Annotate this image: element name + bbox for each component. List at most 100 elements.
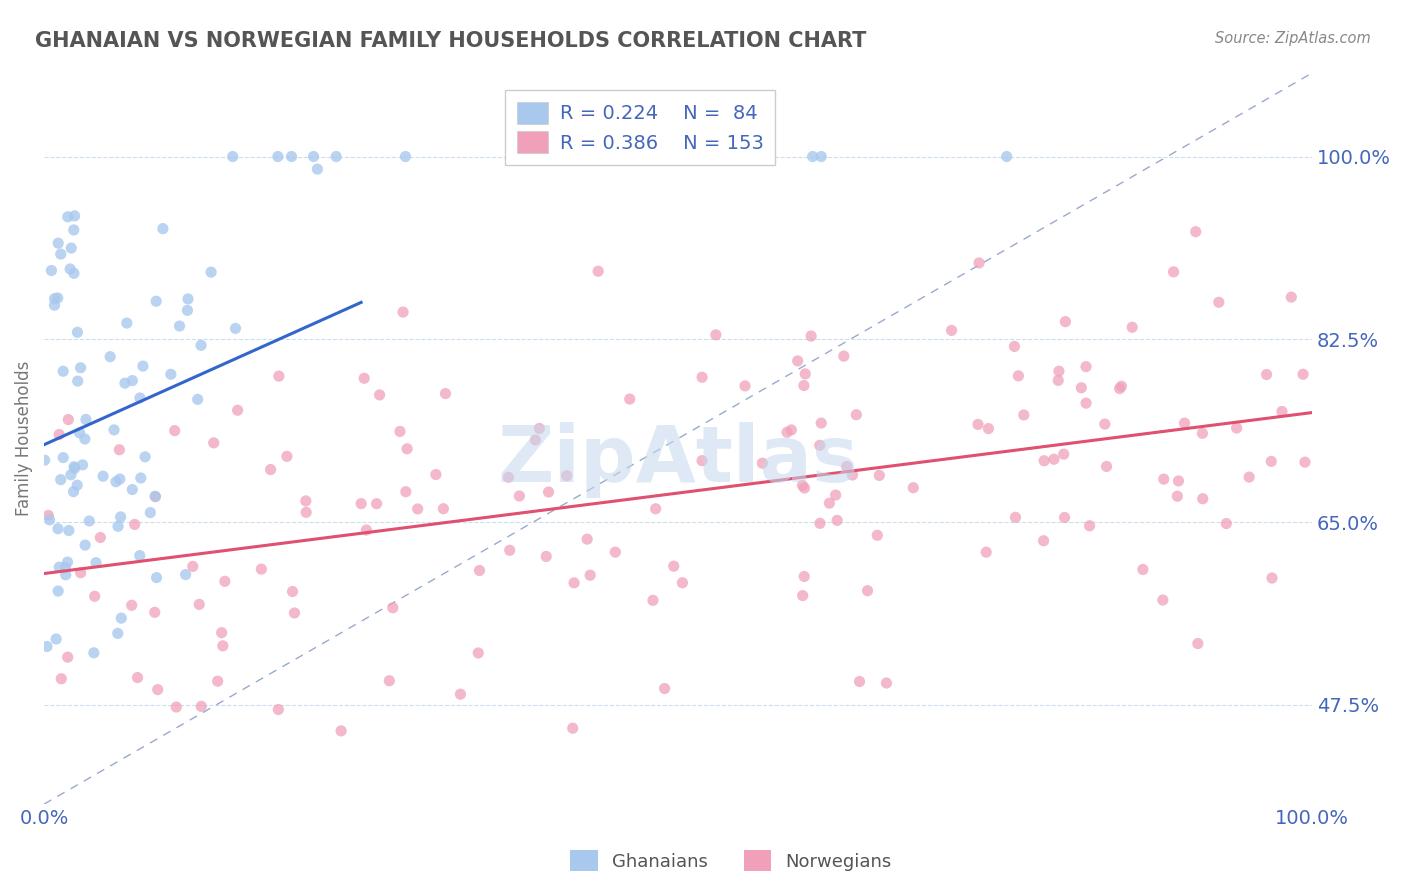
Point <box>1226 421 1249 435</box>
Point <box>45 632 67 646</box>
Point <box>108 472 131 486</box>
Point <box>187 392 209 407</box>
Point <box>211 639 233 653</box>
Point <box>46 236 69 251</box>
Point <box>751 456 773 470</box>
Point <box>1108 382 1130 396</box>
Point <box>1294 455 1316 469</box>
Point <box>145 490 167 504</box>
Point <box>160 368 183 382</box>
Point <box>529 421 551 435</box>
Point <box>586 264 609 278</box>
Point <box>792 589 814 603</box>
Point <box>856 583 879 598</box>
Point <box>1215 516 1237 531</box>
Point <box>295 505 318 519</box>
Point <box>63 209 86 223</box>
Point <box>58 524 80 538</box>
Point <box>1191 491 1213 506</box>
Point <box>325 149 347 163</box>
Point <box>121 483 143 497</box>
Point <box>941 323 963 337</box>
Point <box>498 470 520 484</box>
Point <box>51 672 73 686</box>
Point <box>75 538 97 552</box>
Point <box>145 571 167 585</box>
Point <box>1053 510 1076 524</box>
Point <box>62 223 84 237</box>
Point <box>1166 489 1188 503</box>
Point <box>396 442 419 456</box>
Point <box>353 371 375 385</box>
Point <box>143 489 166 503</box>
Point <box>55 567 77 582</box>
Point <box>1167 474 1189 488</box>
Point <box>1032 533 1054 548</box>
Point <box>121 599 143 613</box>
Point <box>58 412 80 426</box>
Point <box>207 674 229 689</box>
Point <box>163 424 186 438</box>
Point <box>561 721 583 735</box>
Point <box>1256 368 1278 382</box>
Point <box>1004 339 1026 353</box>
Point <box>449 687 471 701</box>
Point <box>108 442 131 457</box>
Point <box>259 462 281 476</box>
Point <box>73 432 96 446</box>
Point <box>1184 225 1206 239</box>
Point <box>139 506 162 520</box>
Point <box>644 501 666 516</box>
Point <box>378 673 401 688</box>
Point <box>508 489 530 503</box>
Point <box>832 349 855 363</box>
Point <box>903 481 925 495</box>
Point <box>66 374 89 388</box>
Point <box>974 545 997 559</box>
Point <box>1053 447 1076 461</box>
Point <box>174 567 197 582</box>
Point <box>177 292 200 306</box>
Point <box>250 562 273 576</box>
Point <box>537 485 560 500</box>
Point <box>406 502 429 516</box>
Point <box>434 386 457 401</box>
Point <box>128 549 150 563</box>
Point <box>190 338 212 352</box>
Point <box>671 575 693 590</box>
Point <box>48 560 70 574</box>
Point <box>824 488 846 502</box>
Point <box>467 646 489 660</box>
Point <box>977 421 1000 435</box>
Point <box>226 403 249 417</box>
Point <box>1237 470 1260 484</box>
Point <box>34 453 56 467</box>
Point <box>868 468 890 483</box>
Point <box>1094 417 1116 431</box>
Point <box>579 568 602 582</box>
Point <box>1111 379 1133 393</box>
Point <box>69 566 91 580</box>
Point <box>690 453 713 467</box>
Point <box>845 408 868 422</box>
Point <box>115 316 138 330</box>
Text: Source: ZipAtlas.com: Source: ZipAtlas.com <box>1215 31 1371 46</box>
Point <box>129 471 152 485</box>
Point <box>1261 571 1284 585</box>
Legend: R = 0.224    N =  84, R = 0.386    N = 153: R = 0.224 N = 84, R = 0.386 N = 153 <box>505 90 775 165</box>
Point <box>801 149 824 163</box>
Point <box>307 162 329 177</box>
Point <box>1074 396 1097 410</box>
Point <box>55 560 77 574</box>
Point <box>49 473 72 487</box>
Point <box>52 450 75 465</box>
Point <box>1095 459 1118 474</box>
Point <box>188 598 211 612</box>
Point <box>1191 426 1213 441</box>
Point <box>169 319 191 334</box>
Point <box>44 298 66 312</box>
Point <box>114 376 136 391</box>
Point <box>1187 636 1209 650</box>
Point <box>66 478 89 492</box>
Point <box>734 379 756 393</box>
